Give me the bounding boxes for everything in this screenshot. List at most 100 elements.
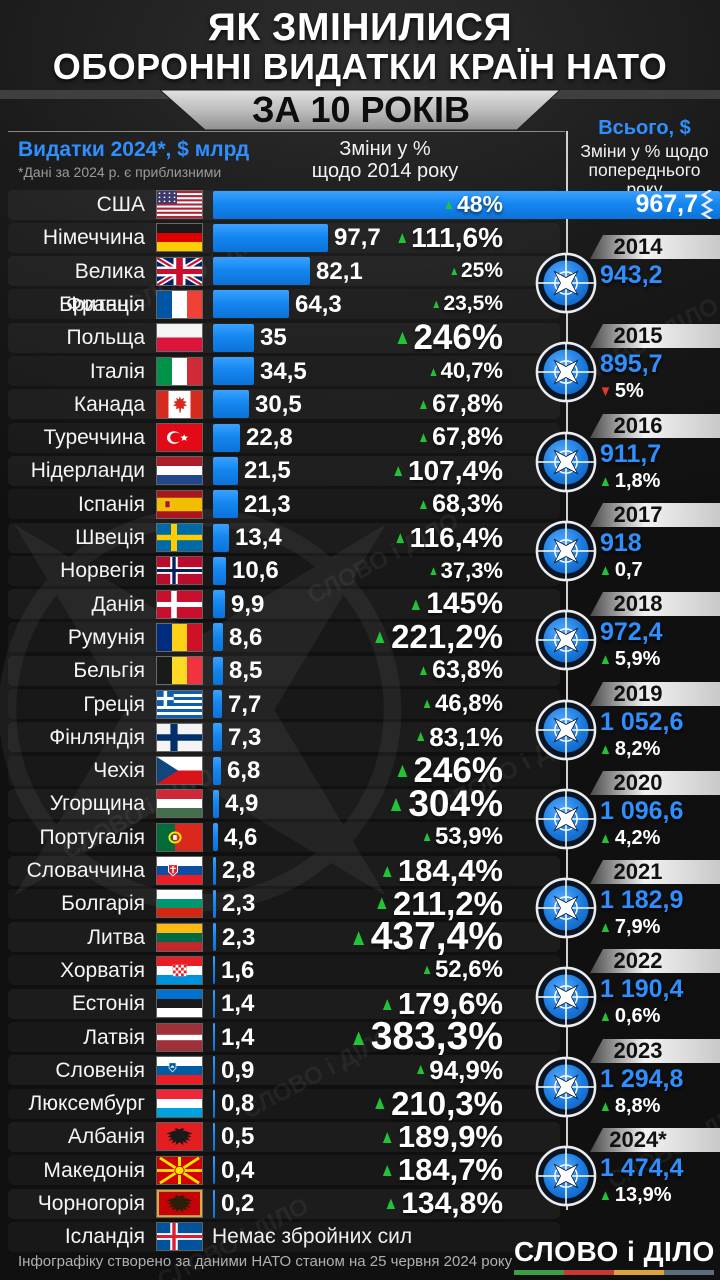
- logo-underline-segment: [664, 1270, 714, 1275]
- change-column-line1: Зміни у %: [339, 138, 431, 160]
- change-percent: ▲ 83,1%: [414, 721, 503, 752]
- hungary-flag-icon: [157, 790, 202, 818]
- italy-flag-icon: [157, 357, 202, 385]
- up-arrow-icon: ▲: [443, 197, 455, 212]
- finland-flag-icon: [157, 723, 202, 751]
- spending-bar: [213, 1122, 215, 1151]
- banner-text: ЗА 10 РОКІВ: [252, 89, 470, 130]
- country-label: Ісландія: [64, 1225, 145, 1249]
- change-percent: ▲ 211,2%: [374, 884, 503, 922]
- spending-value: 97,7: [334, 224, 381, 252]
- up-arrow-icon: ▲: [448, 264, 459, 279]
- up-arrow-icon: ▲: [417, 662, 430, 680]
- row-stripe: [8, 322, 560, 353]
- row-stripe: [8, 855, 560, 886]
- no-armed-forces-note: Немає збройних сил: [212, 1225, 413, 1249]
- up-arrow-icon: ▲: [414, 728, 427, 746]
- change-percent: ▲ 67,8%: [417, 389, 503, 418]
- portugal-flag-icon: [157, 823, 202, 851]
- change-percent: ▲ 52,6%: [421, 956, 503, 984]
- luxembourg-flag-icon: [157, 1090, 202, 1118]
- spending-value: 22,8: [246, 424, 293, 452]
- country-label: Албанія: [67, 1125, 145, 1149]
- total-column-title: Всього, $: [598, 117, 691, 139]
- up-arrow-icon: ▲: [380, 859, 396, 881]
- row-stripe: [8, 455, 560, 486]
- row-stripe: [8, 988, 560, 1019]
- spending-value: 0,4: [221, 1156, 255, 1184]
- germany-flag-icon: [157, 224, 202, 252]
- country-label: Литва: [87, 925, 145, 949]
- slovakia-flag-icon: [157, 857, 202, 884]
- change-percent: ▲ 184,4%: [380, 852, 503, 888]
- lithuania-flag-icon: [157, 923, 202, 951]
- up-arrow-icon: ▲: [380, 992, 396, 1014]
- change-percent: ▲ 134,8%: [384, 1186, 503, 1220]
- up-arrow-icon: ▲: [392, 460, 406, 480]
- spending-bar: [213, 823, 218, 852]
- total-column-line1: Зміни у % щодо: [580, 141, 709, 161]
- country-label: США: [96, 193, 145, 216]
- country-row: Болгарія 2,3 ▲ 211,2%: [0, 884, 720, 922]
- country-label: Нідерланди: [30, 459, 145, 483]
- banner: ЗА 10 РОКІВ: [0, 89, 720, 131]
- change-percent: ▲ 221,2%: [372, 618, 503, 656]
- spending-bar: [213, 556, 226, 585]
- country-row: Швеція 13,4 ▲ 116,4%: [0, 521, 720, 554]
- row-stripe: [8, 1055, 560, 1086]
- change-percent: ▲ 63,8%: [417, 656, 503, 685]
- change-percent: ▲ 23,5%: [431, 292, 503, 316]
- torn-edge-icon: [700, 190, 714, 219]
- row-stripe: [8, 522, 560, 553]
- country-label: Чорногорія: [37, 1192, 145, 1215]
- country-label: Греція: [83, 692, 145, 716]
- greece-flag-icon: [157, 690, 202, 718]
- row-stripe: [8, 1188, 560, 1219]
- logo-underline-segment: [614, 1270, 664, 1275]
- country-label: Угорщина: [49, 792, 145, 816]
- up-arrow-icon: ▲: [431, 297, 442, 312]
- spending-bar: [213, 323, 254, 352]
- country-row: Чорногорія 0,2 ▲ 134,8%: [0, 1187, 720, 1220]
- spending-bar: [213, 656, 223, 685]
- column-header-total: Всього, $ Зміни у % щодо попереднього ро…: [569, 117, 720, 199]
- country-label: Португалія: [39, 825, 145, 849]
- spending-column-title: Видатки 2024*, $ млрд: [18, 138, 250, 161]
- country-label: Румунія: [67, 625, 145, 649]
- column-header-change: Зміни у % щодо 2014 року: [210, 138, 560, 182]
- spending-value: 1,6: [221, 956, 255, 984]
- country-row: Латвія 1,4 ▲ 383,3%: [0, 1015, 720, 1058]
- sweden-flag-icon: [157, 524, 202, 551]
- spending-bar: [213, 1156, 215, 1185]
- spending-bar: [213, 490, 238, 519]
- up-arrow-icon: ▲: [380, 1125, 396, 1147]
- country-label: Італія: [89, 359, 145, 383]
- page-title-line2: ОБОРОННІ ВИДАТКИ КРАЇН НАТО: [52, 46, 668, 87]
- page-title-line1: ЯК ЗМІНИЛИСЯ: [207, 6, 513, 49]
- country-row: Ісландія Немає збройних сил: [0, 1220, 720, 1253]
- country-row: Словаччина 2,8 ▲ 184,4%: [0, 852, 720, 888]
- change-percent: ▲ 68,3%: [417, 489, 503, 518]
- spending-bar: [213, 456, 238, 485]
- country-row: Албанія 0,5 ▲ 189,9%: [0, 1119, 720, 1154]
- country-row: Нідерланди 21,5 ▲ 107,4%: [0, 454, 720, 487]
- up-arrow-icon: ▲: [393, 527, 407, 547]
- country-label: Естонія: [72, 992, 145, 1016]
- turkey-flag-icon: [157, 424, 202, 452]
- country-row: Велика Британія 82,1 ▲ 25%: [0, 255, 720, 316]
- up-arrow-icon: ▲: [374, 892, 390, 915]
- spending-bar: [213, 1023, 215, 1051]
- uk-flag-icon: [157, 257, 202, 285]
- country-label: Швеція: [75, 526, 145, 549]
- spending-value: 0,9: [221, 1056, 255, 1084]
- change-percent: ▲ 304%: [387, 782, 503, 824]
- country-label: Норвегія: [60, 559, 145, 583]
- spending-bar: [213, 690, 222, 718]
- spending-value: 4,6: [224, 823, 258, 851]
- spending-bar: [213, 290, 289, 319]
- country-row: Фінляндія 7,3 ▲ 83,1%: [0, 721, 720, 754]
- country-label: Канада: [73, 392, 145, 416]
- spending-bar: [213, 923, 216, 952]
- spending-bar: [213, 390, 249, 419]
